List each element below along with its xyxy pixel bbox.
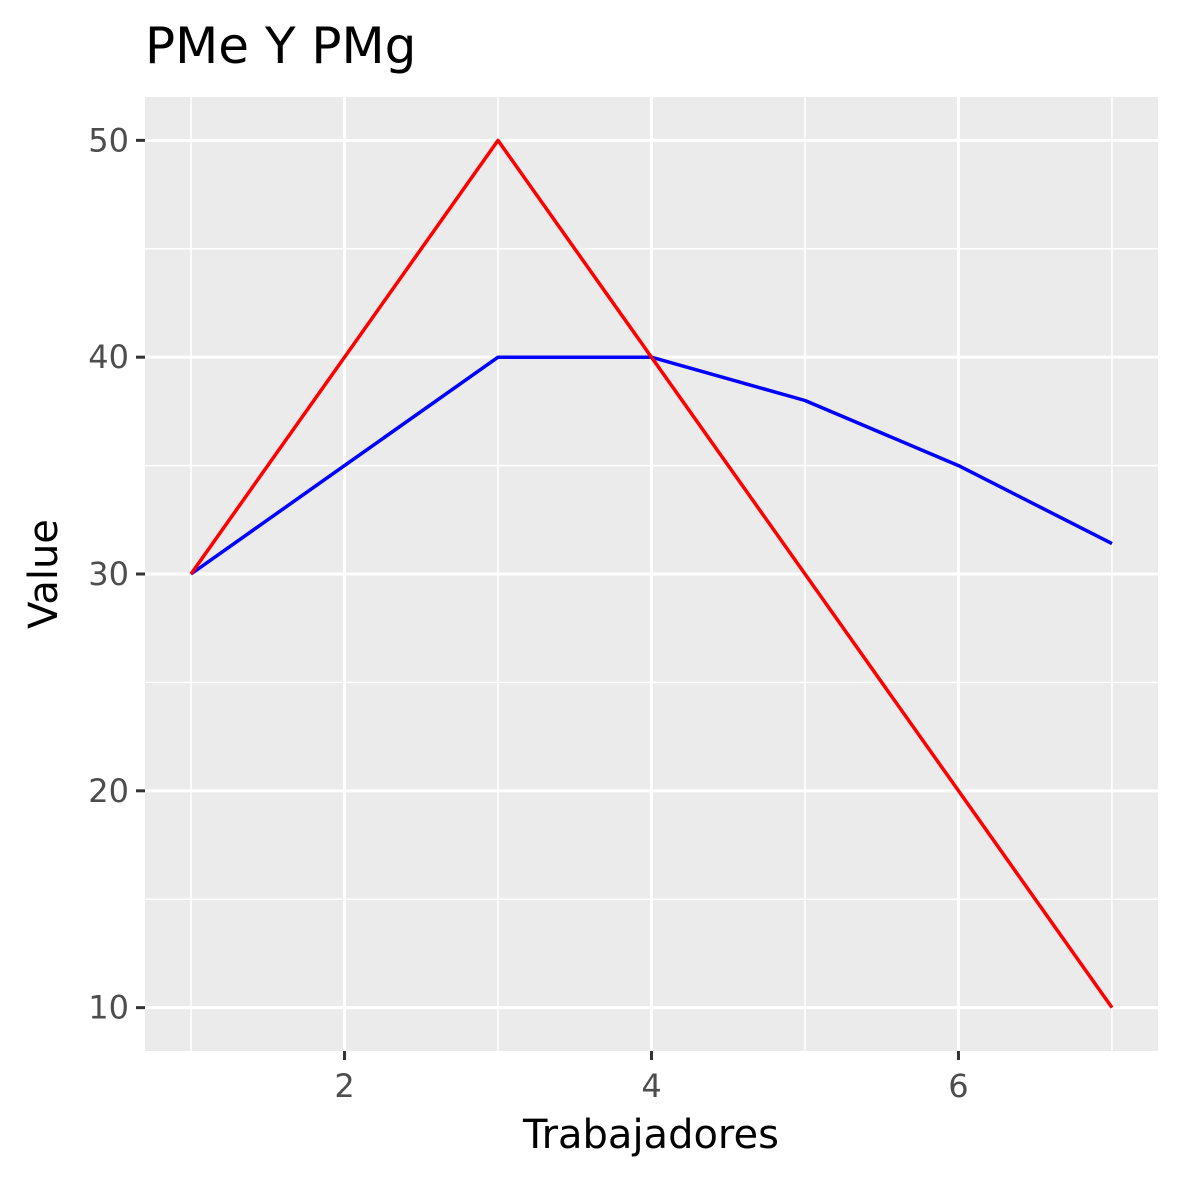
x-tick-label: 4 <box>641 1067 661 1105</box>
series-layer <box>189 138 1114 1009</box>
series-line-2 <box>189 138 1114 1009</box>
chart-title: PMe Y PMg <box>145 17 416 75</box>
y-tick-label: 40 <box>88 338 129 376</box>
y-tick-label: 30 <box>88 555 129 593</box>
y-axis: 10 20 30 40 50 <box>88 121 145 1027</box>
x-axis-title: Trabajadores <box>522 1112 779 1158</box>
y-tick-label: 50 <box>88 121 129 159</box>
y-axis-title: Value <box>21 519 67 629</box>
y-tick-label: 20 <box>88 772 129 810</box>
x-axis: 2 4 6 <box>334 1051 969 1105</box>
x-tick-label: 2 <box>334 1067 354 1105</box>
x-tick-label: 6 <box>948 1067 968 1105</box>
y-tick-label: 10 <box>88 989 129 1027</box>
